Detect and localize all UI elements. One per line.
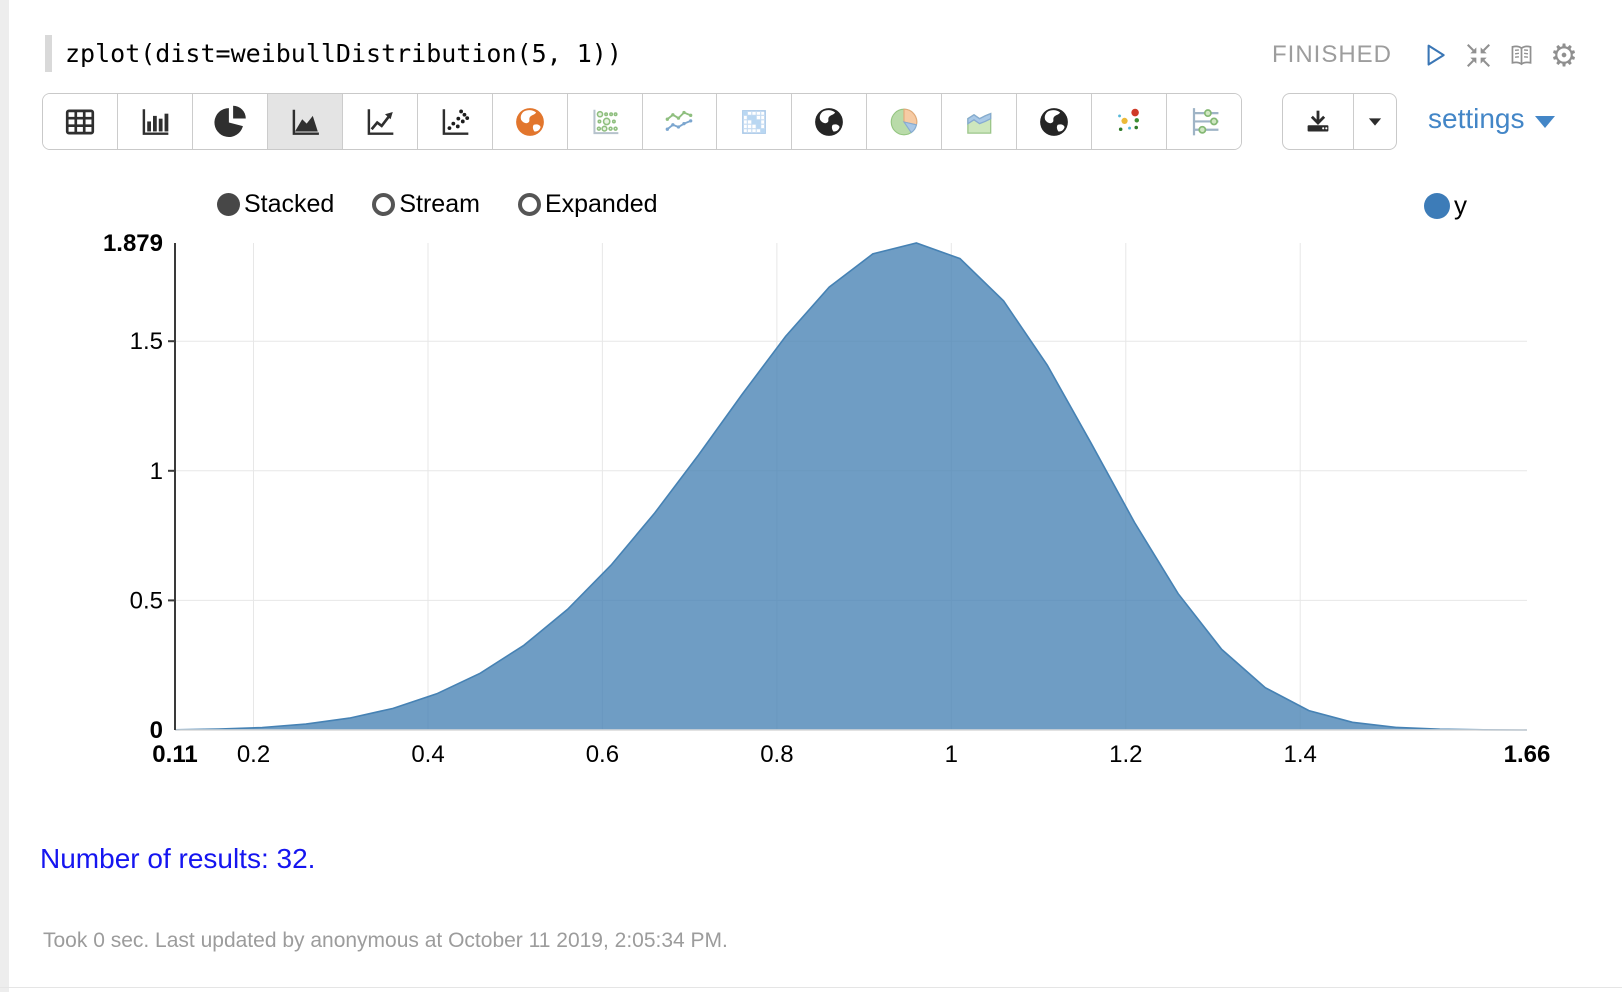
toolbar-button-pie-chart[interactable]	[192, 94, 268, 149]
download-caret-button[interactable]	[1354, 94, 1396, 149]
toolbar-button-scatter-plot[interactable]	[417, 94, 493, 149]
parallel-coordinates-icon	[1184, 102, 1224, 142]
mode-radio-stream[interactable]: Stream	[372, 190, 480, 219]
radio-selected-icon	[217, 193, 240, 216]
mode-radio-stacked[interactable]: Stacked	[217, 190, 334, 219]
chevron-down-icon	[1534, 115, 1555, 128]
pie-pastel-icon	[884, 102, 924, 142]
scatter-color-icon	[1109, 102, 1149, 142]
toolbar-button-globe-orange[interactable]	[492, 94, 568, 149]
toolbar-button-table[interactable]	[43, 94, 118, 149]
toolbar-button-multi-line-chart[interactable]	[642, 94, 718, 149]
toolbar-button-globe-dark-2[interactable]	[1017, 94, 1093, 149]
toolbar-button-parallel-coordinates[interactable]	[1167, 94, 1241, 149]
code-editor-line[interactable]: zplot(dist=weibullDistribution(5, 1))	[45, 35, 622, 72]
svg-text:1.2: 1.2	[1109, 741, 1142, 768]
mode-label: Expanded	[544, 190, 658, 218]
radio-unselected-icon	[372, 193, 396, 216]
toolbar-button-bubble-chart[interactable]	[567, 94, 643, 149]
svg-text:1: 1	[150, 458, 163, 485]
svg-text:0.2: 0.2	[237, 741, 270, 768]
globe-orange-icon	[510, 102, 550, 142]
toolbar-button-area-pastel[interactable]	[942, 94, 1018, 149]
play-icon	[1420, 40, 1451, 71]
book-button[interactable]	[1502, 36, 1540, 74]
mode-label: Stacked	[244, 190, 335, 218]
line-chart-icon	[360, 102, 400, 142]
legend-label: y	[1454, 190, 1467, 220]
bar-chart-icon	[135, 102, 175, 142]
mode-radio-group: Stacked Stream Expanded	[217, 190, 658, 219]
download-button[interactable]	[1283, 94, 1354, 149]
area-pastel-icon	[959, 102, 999, 142]
globe-dark-2-icon	[1034, 102, 1074, 142]
globe-dark-icon	[809, 102, 849, 142]
table-icon	[60, 102, 100, 142]
legend-item-y[interactable]: y	[1424, 190, 1467, 221]
toolbar-button-scatter-color[interactable]	[1092, 94, 1168, 149]
play-button[interactable]	[1416, 36, 1454, 74]
paragraph-footer-text: Took 0 sec. Last updated by anonymous at…	[43, 929, 728, 952]
toolbar-button-globe-dark[interactable]	[792, 94, 868, 149]
legend-dot-icon	[1424, 192, 1450, 219]
caret-down-icon	[1364, 111, 1386, 133]
svg-text:1.66: 1.66	[1504, 741, 1551, 768]
area-chart: 1.879 0.5 1 1.5 00.11 0.2 0.4 0.6 0.8 1 1.2 1.4 1.66	[103, 230, 1551, 768]
svg-text:1: 1	[945, 741, 958, 768]
mode-label: Stream	[399, 190, 480, 218]
svg-text:1.5: 1.5	[130, 328, 163, 355]
book-icon	[1506, 40, 1537, 71]
code-gutter-bar	[45, 35, 52, 72]
paragraph-divider	[0, 987, 1622, 988]
settings-link[interactable]: settings	[1428, 103, 1555, 135]
multi-line-chart-icon	[659, 102, 699, 142]
paragraph-controls: FINISHED ⚙	[1272, 36, 1583, 74]
svg-text:0.4: 0.4	[411, 741, 444, 768]
pie-chart-icon	[210, 102, 250, 142]
shrink-button[interactable]	[1459, 36, 1497, 74]
toolbar-button-line-chart[interactable]	[342, 94, 418, 149]
toolbar-button-area-chart[interactable]	[267, 94, 343, 149]
gear-button[interactable]: ⚙	[1545, 36, 1583, 74]
svg-text:1.4: 1.4	[1284, 741, 1317, 768]
download-icon	[1301, 105, 1335, 139]
toolbar-button-heatmap[interactable]	[717, 94, 793, 149]
scatter-plot-icon	[435, 102, 475, 142]
shrink-icon	[1463, 40, 1494, 71]
chart-legend: y	[1424, 190, 1467, 221]
page-left-edge	[0, 0, 9, 992]
results-count-text: Number of results: 32.	[40, 843, 316, 874]
svg-text:0.11: 0.11	[152, 741, 197, 768]
code-text[interactable]: zplot(dist=weibullDistribution(5, 1))	[65, 39, 622, 68]
bubble-chart-icon	[585, 102, 625, 142]
paragraph-action-icons: ⚙	[1416, 36, 1583, 74]
svg-text:0.8: 0.8	[760, 741, 793, 768]
svg-text:0: 0	[150, 717, 163, 744]
settings-label: settings	[1428, 103, 1525, 134]
svg-text:0.5: 0.5	[130, 587, 163, 614]
area-chart-icon	[285, 102, 325, 142]
chart-type-toolbar	[42, 93, 1242, 150]
gear-icon: ⚙	[1550, 37, 1578, 73]
svg-text:1.879: 1.879	[103, 230, 163, 257]
svg-text:0.6: 0.6	[586, 741, 619, 768]
heatmap-icon	[734, 102, 774, 142]
radio-unselected-icon	[517, 193, 541, 216]
mode-radio-expanded[interactable]: Expanded	[517, 190, 658, 219]
toolbar-button-pie-pastel[interactable]	[867, 94, 943, 149]
download-split-button	[1282, 93, 1397, 150]
toolbar-button-bar-chart[interactable]	[117, 94, 193, 149]
status-badge: FINISHED	[1272, 41, 1393, 68]
